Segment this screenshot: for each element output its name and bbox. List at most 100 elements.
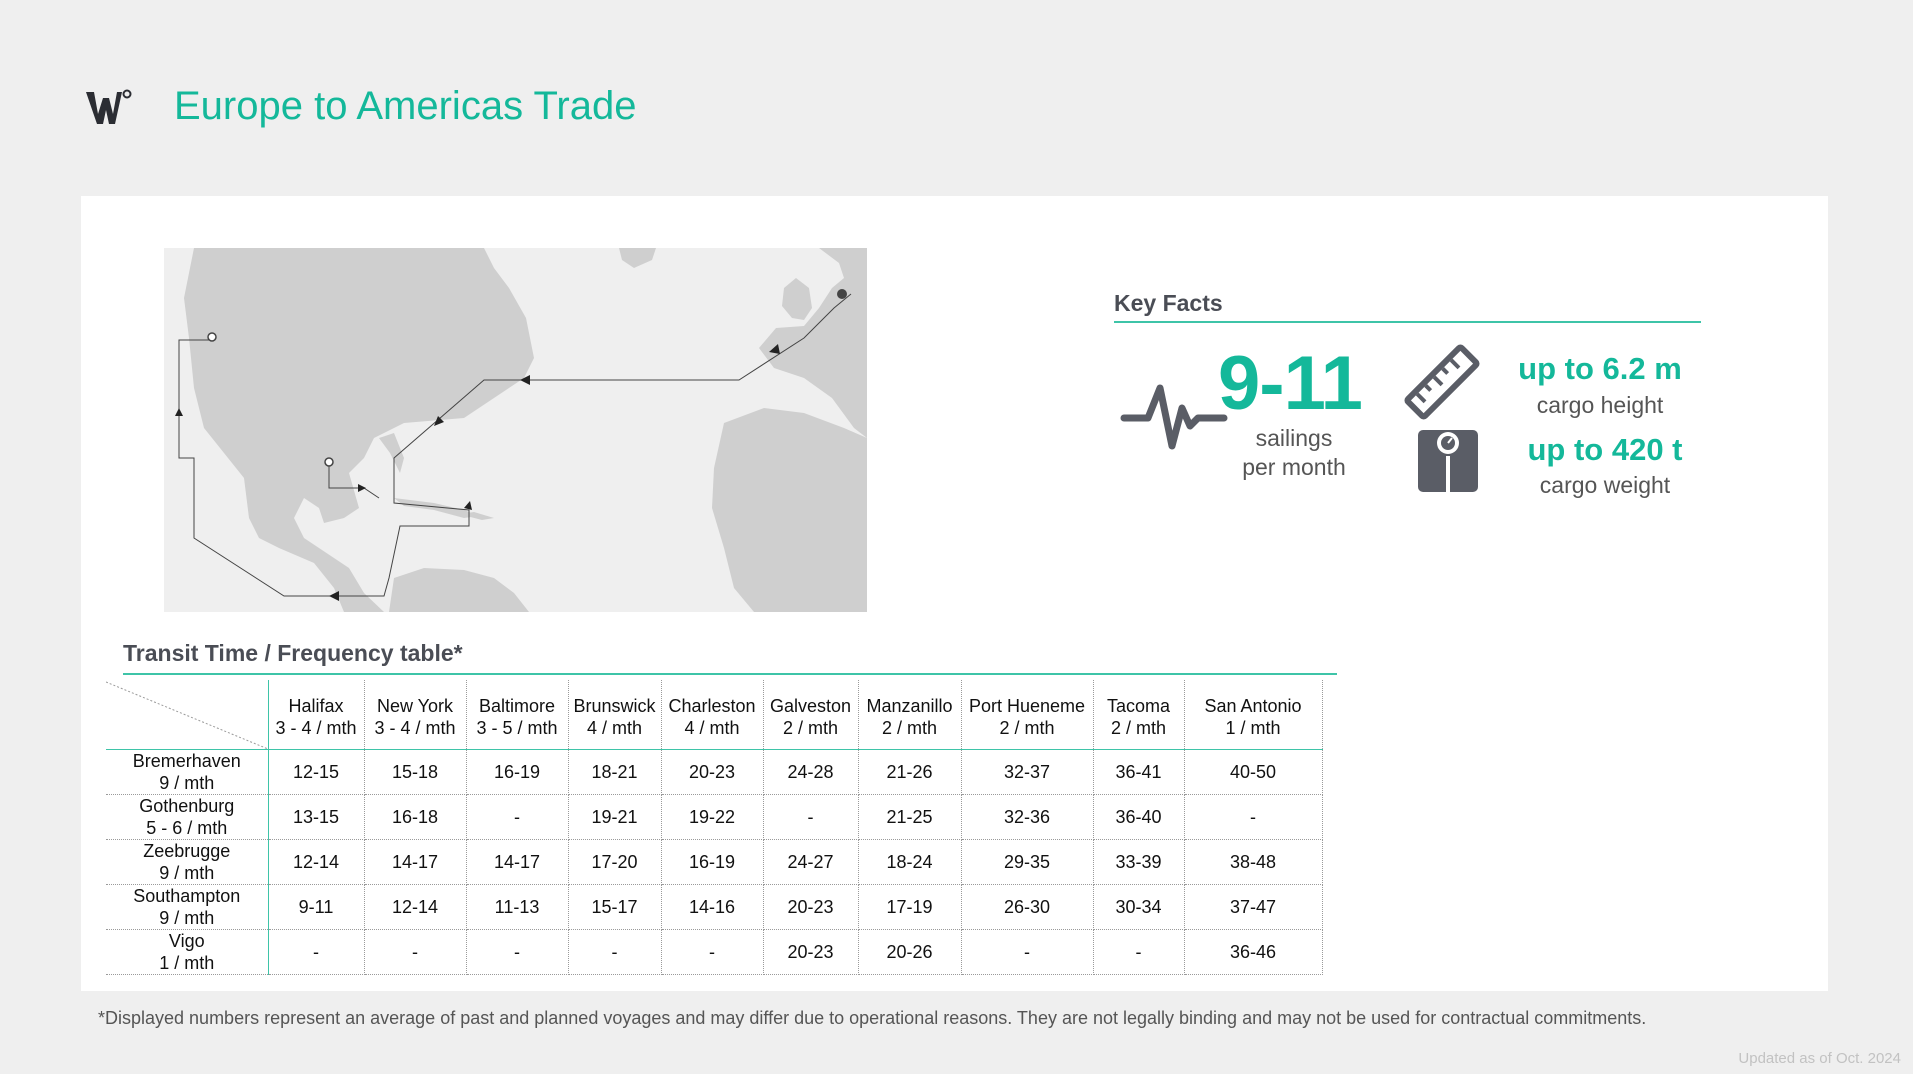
route-arrow xyxy=(769,344,780,354)
route-arrow xyxy=(329,591,339,601)
table-cell: - xyxy=(763,794,859,840)
route-line xyxy=(178,293,852,597)
transit-table-title: Transit Time / Frequency table* xyxy=(123,640,1337,675)
table-row: Southampton 9 / mth 9-11 12-14 11-13 15-1… xyxy=(106,884,1323,930)
cargo-weight-label: cargo weight xyxy=(1539,472,1671,498)
gulf-route-line xyxy=(328,463,380,499)
column-frequency: 1 / mth xyxy=(1225,718,1281,739)
table-cell: - xyxy=(466,794,569,840)
table-cell: 21-26 xyxy=(858,749,962,795)
table-cell: - xyxy=(466,929,569,975)
column-frequency: 2 / mth xyxy=(782,718,839,739)
column-port: Charleston xyxy=(668,696,756,717)
table-cell: 11-13 xyxy=(466,884,569,930)
table-cell: 12-14 xyxy=(364,884,467,930)
column-header: Galveston 2 / mth xyxy=(763,680,859,750)
route-arrow xyxy=(434,416,444,426)
table-cell: 36-40 xyxy=(1093,794,1185,840)
updated-date: Updated as of Oct. 2024 xyxy=(1738,1050,1901,1067)
row-port: Gothenburg xyxy=(139,795,235,816)
table-cell: 33-39 xyxy=(1093,839,1185,885)
table-cell: 20-23 xyxy=(763,884,859,930)
transit-frequency-table: Halifax 3 - 4 / mth New York 3 - 4 / mth B… xyxy=(106,680,1323,975)
table-cell: 29-35 xyxy=(961,839,1094,885)
column-frequency: 2 / mth xyxy=(999,718,1055,739)
row-frequency: 9 / mth xyxy=(159,862,215,883)
table-cell: - xyxy=(268,929,365,975)
cargo-height-label: cargo height xyxy=(1536,392,1664,418)
table-cell: 16-19 xyxy=(661,839,764,885)
table-cell: 14-17 xyxy=(364,839,467,885)
row-header: Southampton 9 / mth xyxy=(106,884,269,930)
table-cell: 30-34 xyxy=(1093,884,1185,930)
table-cell: 20-26 xyxy=(858,929,962,975)
cargo-height-value: up to 6.2 m xyxy=(1518,351,1682,386)
column-frequency: 3 - 4 / mth xyxy=(275,718,357,739)
table-cell: 32-37 xyxy=(961,749,1094,795)
table-cell: 16-19 xyxy=(466,749,569,795)
table-header-row: Halifax 3 - 4 / mth New York 3 - 4 / mth B… xyxy=(106,680,1323,750)
column-port: Port Hueneme xyxy=(968,696,1086,717)
table-row: Bremerhaven 9 / mth 12-15 15-18 16-19 18-… xyxy=(106,749,1323,795)
table-row: Vigo 1 / mth - - - - - 20-23 20-26 - - 36… xyxy=(106,929,1323,975)
row-header: Bremerhaven 9 / mth xyxy=(106,749,269,795)
destination-port-marker xyxy=(324,457,334,467)
florida xyxy=(379,433,404,473)
cargo-weight-value: up to 420 t xyxy=(1527,432,1683,467)
column-port: Brunswick xyxy=(573,696,656,717)
column-header: New York 3 - 4 / mth xyxy=(364,680,467,750)
row-header: Vigo 1 / mth xyxy=(106,929,269,975)
column-header: Manzanillo 2 / mth xyxy=(858,680,962,750)
table-corner-cell xyxy=(106,680,269,750)
row-frequency: 9 / mth xyxy=(159,907,215,928)
sailings-label: sailings per month xyxy=(1242,425,1346,480)
north-america-landmass xyxy=(184,248,534,612)
column-port: New York xyxy=(376,696,454,717)
table-cell: 15-18 xyxy=(364,749,467,795)
table-row: Gothenburg 5 - 6 / mth 13-15 16-18 - 19-2… xyxy=(106,794,1323,840)
table-cell: - xyxy=(364,929,467,975)
page-title: Europe to Americas Trade xyxy=(174,84,637,128)
column-port: Tacoma xyxy=(1106,696,1171,717)
table-cell: 19-21 xyxy=(568,794,662,840)
w-degree-logo-icon xyxy=(86,89,132,124)
row-frequency: 9 / mth xyxy=(159,772,215,793)
table-cell: 32-36 xyxy=(961,794,1094,840)
table-cell: 37-47 xyxy=(1184,884,1323,930)
table-cell: 40-50 xyxy=(1184,749,1323,795)
table-cell: 38-48 xyxy=(1184,839,1323,885)
route-arrow xyxy=(175,408,183,416)
table-row: Zeebrugge 9 / mth 12-14 14-17 14-17 17-20… xyxy=(106,839,1323,885)
table-cell: - xyxy=(1184,794,1323,840)
scale-icon xyxy=(1418,430,1478,492)
row-header: Gothenburg 5 - 6 / mth xyxy=(106,794,269,840)
column-header: Tacoma 2 / mth xyxy=(1093,680,1185,750)
route-map xyxy=(164,248,867,612)
corner-diagonal xyxy=(106,681,268,749)
footnote: *Displayed numbers represent an average … xyxy=(98,1008,1647,1028)
row-header: Zeebrugge 9 / mth xyxy=(106,839,269,885)
column-header: Port Hueneme 2 / mth xyxy=(961,680,1094,750)
table-cell: 15-17 xyxy=(568,884,662,930)
pulse-icon xyxy=(1120,384,1228,450)
destination-port-marker xyxy=(207,332,217,342)
table-cell: 9-11 xyxy=(268,884,365,930)
table-cell: 26-30 xyxy=(961,884,1094,930)
column-header: Charleston 4 / mth xyxy=(661,680,764,750)
table-cell: - xyxy=(568,929,662,975)
caribbean-islands-east xyxy=(459,512,494,520)
column-frequency: 4 / mth xyxy=(586,718,643,739)
column-frequency: 2 / mth xyxy=(881,718,938,739)
table-cell: 36-41 xyxy=(1093,749,1185,795)
caribbean-islands xyxy=(394,498,479,518)
row-frequency: 1 / mth xyxy=(159,952,215,973)
table-cell: - xyxy=(961,929,1094,975)
table-cell: - xyxy=(661,929,764,975)
route-arrow xyxy=(464,501,472,510)
table-cell: 19-22 xyxy=(661,794,764,840)
uk-ireland xyxy=(782,278,812,320)
table-cell: 12-15 xyxy=(268,749,365,795)
key-facts-title: Key Facts xyxy=(1114,290,1701,323)
table-cell: 18-24 xyxy=(858,839,962,885)
table-cell: 20-23 xyxy=(763,929,859,975)
